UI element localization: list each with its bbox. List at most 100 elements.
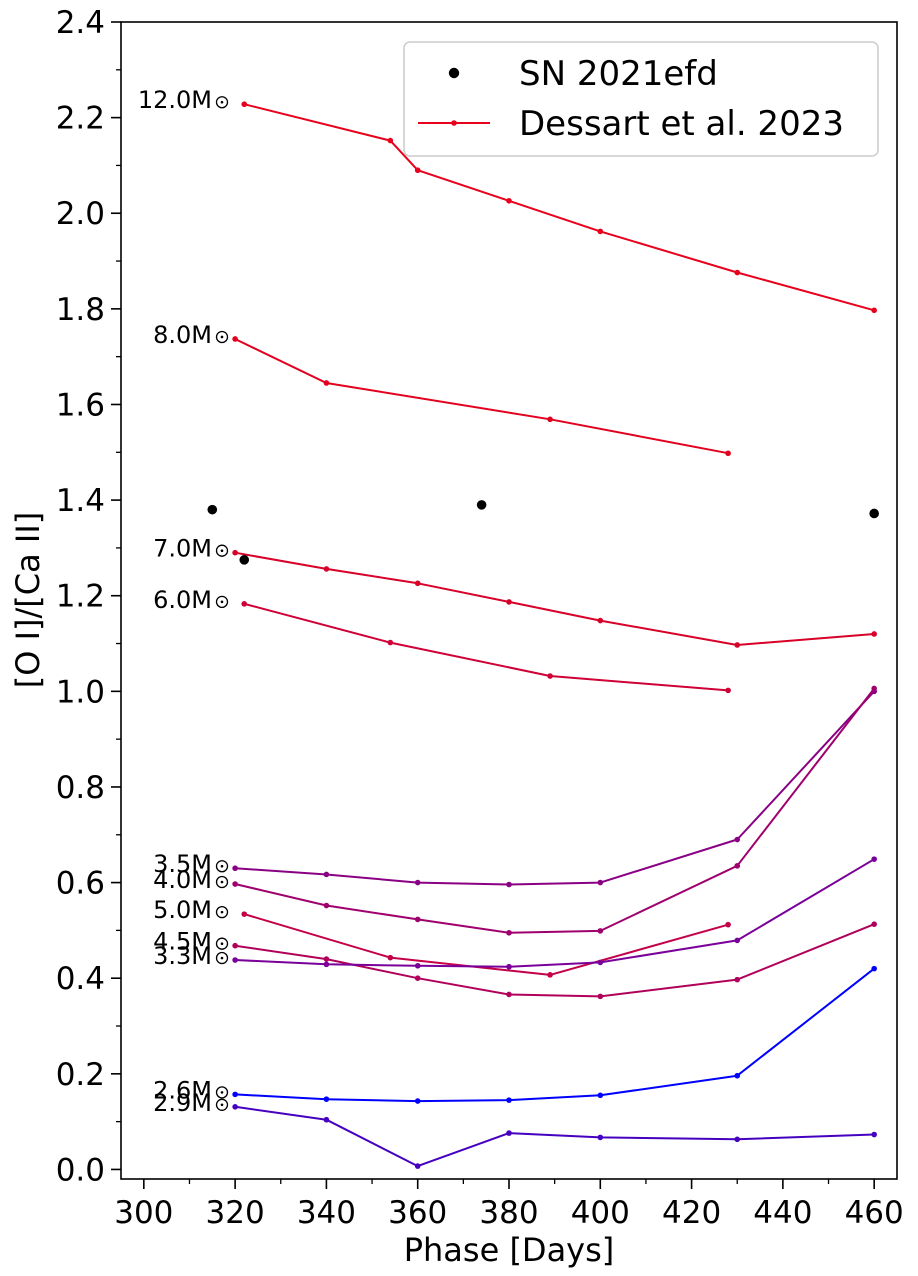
series-point-2-6m xyxy=(871,965,877,972)
series-point-12-0m xyxy=(597,228,604,235)
series-line-8-0m xyxy=(234,338,729,455)
series-mass-label: 6.0M xyxy=(153,586,212,614)
series-point-7-0m xyxy=(414,580,421,587)
series-point-2-9m xyxy=(506,1130,512,1136)
series-point-3-3m xyxy=(232,957,238,963)
y-tick-label: 0.6 xyxy=(56,866,105,902)
series-point-2-6m xyxy=(414,1098,421,1104)
y-tick-label: 0.8 xyxy=(56,770,105,806)
series-point-6-0m xyxy=(725,687,731,694)
series-point-6-0m xyxy=(387,639,394,646)
x-tick-label: 380 xyxy=(479,1195,538,1231)
series-point-8-0m xyxy=(232,336,238,342)
sun-symbol-icon xyxy=(215,937,229,950)
series-point-2-9m xyxy=(734,1136,741,1143)
series-point-12-0m xyxy=(734,269,741,276)
series-point-2-6m xyxy=(734,1072,741,1079)
series-mass-label: 8.0M xyxy=(153,321,212,349)
series-point-2-9m xyxy=(232,1104,238,1110)
series-point-4-5m xyxy=(506,991,512,998)
legend-marker-observations xyxy=(448,67,460,79)
sun-symbol-icon xyxy=(215,951,229,965)
series-point-3-5m xyxy=(323,871,330,878)
y-tick-label: 0.2 xyxy=(56,1057,105,1093)
observation-point xyxy=(239,555,250,565)
y-tick-label: 2.0 xyxy=(56,196,105,232)
tick-layer: 300 320 340 360 380 400 420 440 460 0.0 0.2 0.4 0.6 0… xyxy=(56,5,904,1231)
series-point-12-0m xyxy=(241,101,248,108)
series-point-3-3m xyxy=(871,856,877,862)
mass-label-layer: 12.0M 8.0M 7.0M 6.0M 3.5M4.0M5.0M 4.5M3.3M 2.6… xyxy=(138,86,229,1117)
series-point-4-0m xyxy=(414,916,421,923)
series-point-2-9m xyxy=(597,1134,604,1141)
series-line-4-0m xyxy=(234,687,875,934)
series-point-4-0m xyxy=(323,902,330,909)
series-point-4-0m xyxy=(871,685,877,692)
series-mass-label: 5.0M xyxy=(153,896,212,924)
x-tick-label: 340 xyxy=(297,1195,356,1231)
observation-point xyxy=(476,500,487,510)
series-point-4-5m xyxy=(323,956,330,962)
sun-symbol-icon xyxy=(215,905,229,919)
series-point-5-0m xyxy=(387,954,394,961)
sun-symbol-icon xyxy=(215,875,229,889)
series-point-3-3m xyxy=(323,961,330,968)
series-point-2-9m xyxy=(414,1163,421,1169)
series-point-7-0m xyxy=(597,617,604,624)
series-point-7-0m xyxy=(506,599,512,605)
series-point-8-0m xyxy=(547,416,553,423)
series-point-4-5m xyxy=(597,993,604,1000)
series-point-3-5m xyxy=(734,836,741,843)
y-tick-label: 1.4 xyxy=(56,483,105,519)
series-point-3-3m xyxy=(597,959,604,966)
y-tick-label: 2.4 xyxy=(56,5,105,41)
series-mass-label: 4.5M xyxy=(153,928,212,956)
observation-point xyxy=(207,504,218,515)
series-point-3-3m xyxy=(506,963,512,970)
series-point-5-0m xyxy=(241,911,248,917)
series-point-2-6m xyxy=(323,1096,330,1102)
series-layer xyxy=(232,101,877,1169)
legend-frame xyxy=(403,41,879,157)
series-line-2-6m xyxy=(235,967,875,1103)
x-tick-label: 460 xyxy=(845,1195,904,1231)
y-tick-label: 1.8 xyxy=(56,292,105,328)
y-tick-label: 1.0 xyxy=(56,674,105,710)
series-point-6-0m xyxy=(241,601,248,607)
sun-symbol-icon xyxy=(215,330,229,344)
series-point-4-5m xyxy=(414,975,421,981)
series-line-7-0m xyxy=(234,551,875,646)
series-point-12-0m xyxy=(506,198,512,204)
series-mass-label: 7.0M xyxy=(153,535,212,563)
y-tick-label: 1.2 xyxy=(56,579,105,615)
series-point-7-0m xyxy=(871,631,877,637)
legend-marker-model xyxy=(451,120,457,126)
series-point-3-3m xyxy=(414,962,421,969)
series-mass-label: 3.3M xyxy=(153,942,212,970)
series-point-2-6m xyxy=(232,1091,238,1098)
series-point-4-5m xyxy=(871,921,877,927)
series-point-2-9m xyxy=(871,1131,877,1138)
series-point-12-0m xyxy=(871,307,877,314)
series-point-3-5m xyxy=(506,881,512,888)
series-point-8-0m xyxy=(725,450,731,457)
series-point-7-0m xyxy=(323,566,330,572)
series-point-6-0m xyxy=(547,673,553,679)
y-tick-label: 2.2 xyxy=(56,101,105,137)
sun-symbol-icon xyxy=(215,1098,229,1111)
sun-symbol-icon xyxy=(215,1086,229,1099)
series-mass-label: 12.0M xyxy=(138,86,212,114)
y-tick-label: 0.4 xyxy=(56,961,105,997)
series-point-12-0m xyxy=(387,137,394,144)
series-mass-label: 3.5M xyxy=(153,850,212,878)
series-point-12-0m xyxy=(414,167,421,174)
sun-symbol-icon xyxy=(215,544,229,557)
series-point-4-5m xyxy=(734,976,741,983)
y-tick-label: 0.0 xyxy=(56,1152,105,1188)
series-line-2-9m xyxy=(234,1105,875,1168)
series-point-7-0m xyxy=(232,549,238,556)
series-point-4-5m xyxy=(232,942,238,949)
series-point-3-3m xyxy=(734,937,741,944)
x-tick-label: 440 xyxy=(753,1195,812,1231)
